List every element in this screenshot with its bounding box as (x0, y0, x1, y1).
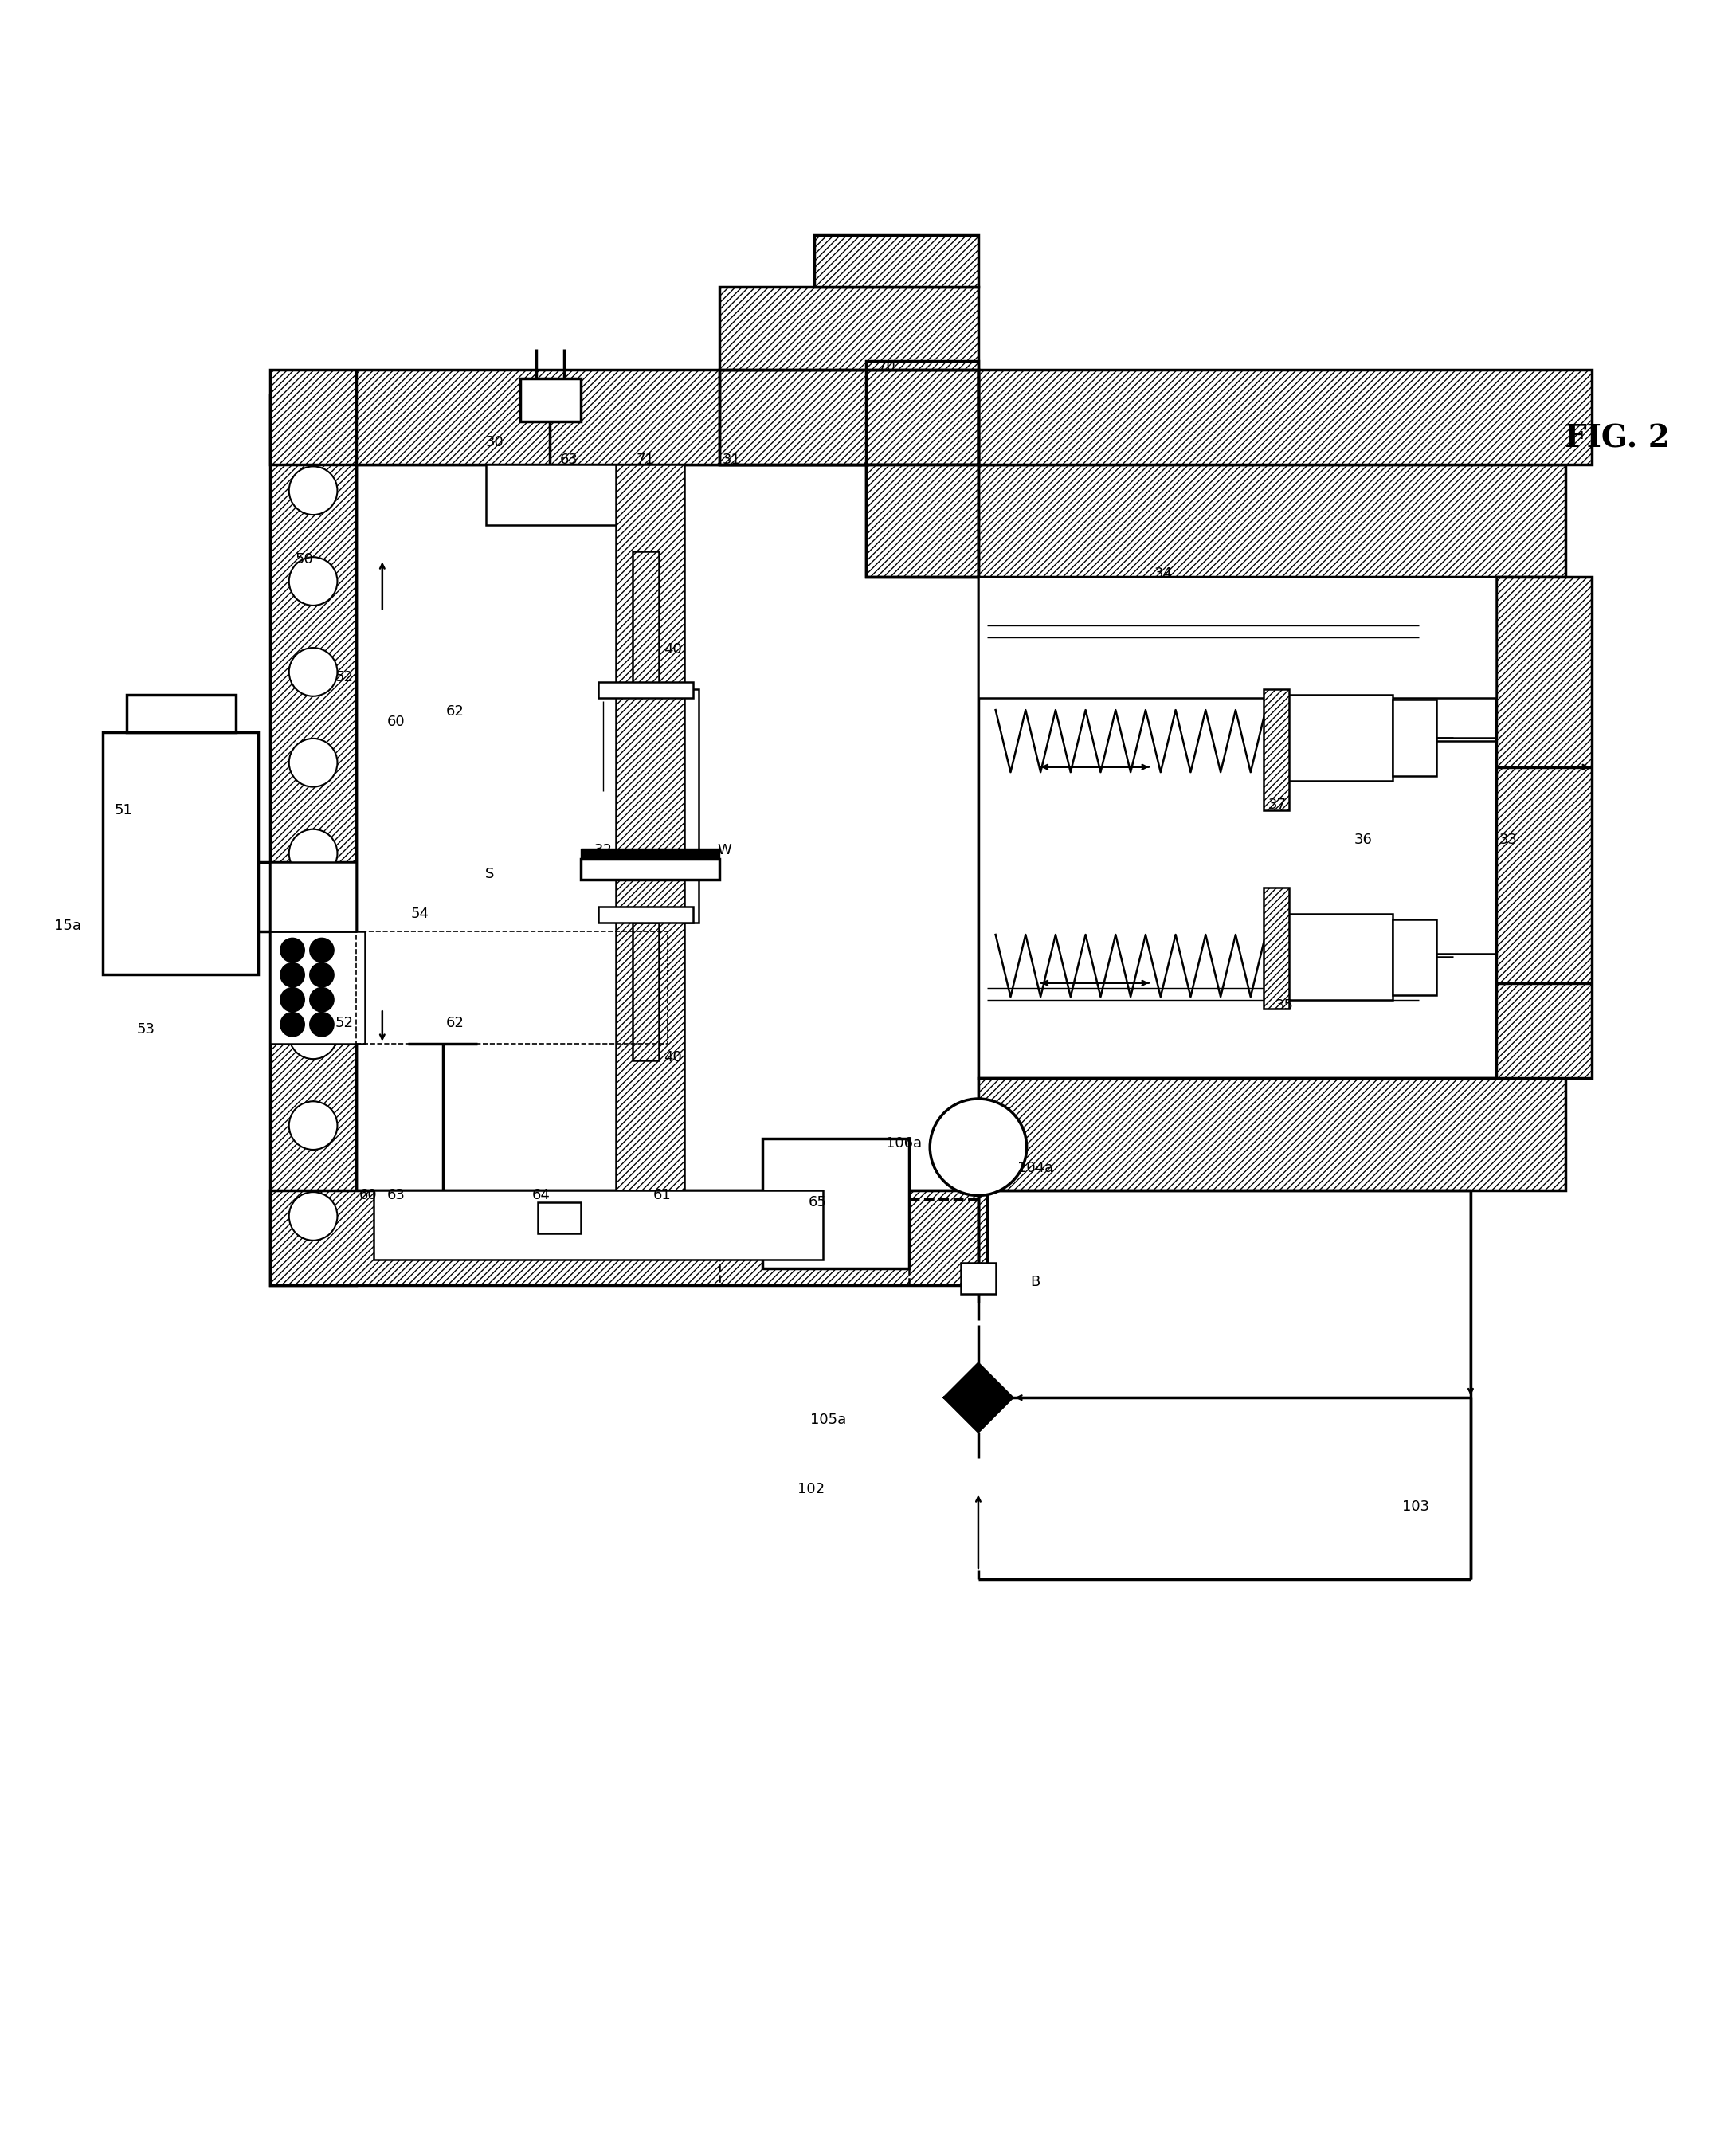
Bar (357, 466, 979, 1190)
Bar (270, 931, 365, 1044)
Bar (270, 369, 979, 466)
Circle shape (281, 964, 305, 987)
Bar (598, 908, 693, 923)
Text: 60: 60 (386, 716, 405, 729)
Bar (580, 847, 719, 858)
Circle shape (310, 964, 334, 987)
Polygon shape (944, 1363, 1013, 1432)
Circle shape (289, 1011, 338, 1059)
Bar (580, 858, 719, 880)
Bar (1263, 888, 1289, 1009)
Bar (270, 1190, 987, 1285)
Text: 40: 40 (663, 1050, 682, 1065)
Bar (632, 923, 658, 1061)
Bar (487, 466, 615, 526)
Text: 70: 70 (878, 360, 895, 373)
Bar (684, 690, 698, 923)
Bar (1280, 694, 1393, 780)
Text: 62: 62 (445, 1015, 464, 1031)
Circle shape (289, 921, 338, 968)
Bar (979, 369, 1592, 466)
Circle shape (289, 556, 338, 606)
Text: 63: 63 (559, 453, 578, 466)
Text: 60: 60 (360, 1188, 378, 1203)
Text: 103: 103 (1401, 1498, 1429, 1514)
Bar (1496, 578, 1592, 1078)
Circle shape (289, 647, 338, 696)
Bar (521, 377, 580, 420)
Text: 52: 52 (334, 671, 353, 683)
Text: 65: 65 (809, 1194, 826, 1210)
Text: 61: 61 (653, 1188, 672, 1203)
Circle shape (289, 830, 338, 877)
Bar (979, 466, 1566, 578)
Text: B: B (1031, 1274, 1041, 1289)
Text: 71: 71 (636, 453, 655, 466)
Text: 53: 53 (137, 1022, 154, 1037)
Text: 15a: 15a (54, 918, 81, 934)
Text: 102: 102 (797, 1481, 824, 1496)
Circle shape (310, 987, 334, 1011)
Circle shape (281, 987, 305, 1011)
Bar (357, 931, 667, 1044)
Text: 104a: 104a (1017, 1160, 1053, 1175)
Text: 34: 34 (1154, 567, 1173, 580)
Bar (632, 552, 658, 690)
Bar (615, 466, 684, 1190)
Text: 50: 50 (296, 552, 313, 567)
Circle shape (289, 466, 338, 515)
Text: 64: 64 (532, 1188, 551, 1203)
Bar (866, 360, 979, 578)
Text: 36: 36 (1354, 832, 1373, 847)
Text: 40: 40 (663, 642, 682, 658)
Bar (270, 862, 357, 931)
Bar (719, 369, 979, 466)
Text: 31: 31 (722, 453, 740, 466)
Circle shape (289, 1192, 338, 1240)
Bar (1280, 914, 1393, 1000)
Bar (979, 578, 1496, 1078)
Bar (102, 733, 258, 975)
Bar (1393, 701, 1436, 776)
Text: 106a: 106a (887, 1136, 921, 1151)
Text: 105a: 105a (811, 1412, 845, 1427)
Text: 52: 52 (334, 1015, 353, 1031)
Bar (814, 235, 979, 287)
Text: 30: 30 (485, 436, 504, 448)
Bar (866, 466, 979, 578)
Bar (719, 369, 979, 466)
Bar (1393, 918, 1436, 996)
Circle shape (281, 938, 305, 962)
Text: 54: 54 (410, 908, 430, 921)
Text: 35: 35 (1275, 998, 1294, 1013)
Text: 51: 51 (114, 802, 132, 817)
Bar (719, 287, 979, 369)
Bar (762, 1138, 909, 1268)
Bar (979, 578, 1496, 699)
Bar (374, 1190, 823, 1259)
Bar (979, 1078, 1566, 1190)
Text: 33: 33 (1500, 832, 1517, 847)
Text: W: W (717, 843, 731, 858)
Text: 63: 63 (386, 1188, 405, 1203)
Bar (1263, 690, 1289, 811)
Circle shape (310, 1013, 334, 1037)
Bar (270, 395, 357, 1285)
Circle shape (289, 740, 338, 787)
Text: 32: 32 (594, 843, 613, 858)
Bar (580, 847, 719, 858)
Bar (598, 681, 693, 699)
Bar (537, 1203, 580, 1233)
Bar (126, 694, 236, 733)
Text: S: S (485, 867, 494, 882)
Circle shape (281, 1013, 305, 1037)
Circle shape (289, 1102, 338, 1149)
Text: FIG. 2: FIG. 2 (1566, 423, 1670, 455)
Circle shape (310, 938, 334, 962)
Bar (961, 1263, 996, 1294)
Text: 37: 37 (1268, 798, 1287, 813)
Circle shape (930, 1100, 1027, 1194)
Text: 62: 62 (445, 705, 464, 718)
